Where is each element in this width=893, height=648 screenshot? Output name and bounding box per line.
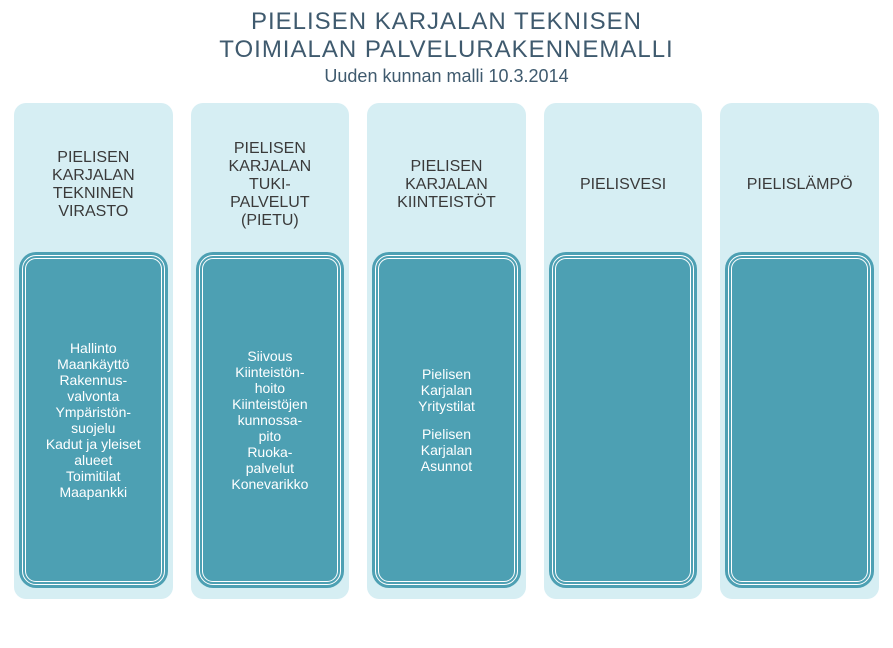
column-inner: Siivous Kiinteistön- hoito Kiinteistöjen… <box>199 255 342 585</box>
main-title: PIELISEN KARJALAN TEKNISEN TOIMIALAN PAL… <box>0 8 893 64</box>
columns-container: PIELISEN KARJALAN TEKNINEN VIRASTO Hallin… <box>0 91 893 617</box>
column-1: PIELISEN KARJALAN TUKI- PALVELUT (PIETU)… <box>191 103 350 599</box>
column-4: PIELISLÄMPÖ <box>720 103 879 599</box>
content-group: Hallinto Maankäyttö Rakennus- valvonta Y… <box>46 340 141 500</box>
subtitle: Uuden kunnan malli 10.3.2014 <box>0 66 893 87</box>
column-title: PIELISLÄMPÖ <box>747 115 853 255</box>
column-inner: Pielisen Karjalan Yritystilat Pielisen Ka… <box>375 255 518 585</box>
header: PIELISEN KARJALAN TEKNISEN TOIMIALAN PAL… <box>0 0 893 91</box>
title-line-2: TOIMIALAN PALVELURAKENNEMALLI <box>0 36 893 64</box>
content-group: Pielisen Karjalan Yritystilat <box>418 366 475 414</box>
column-inner: Hallinto Maankäyttö Rakennus- valvonta Y… <box>22 255 165 585</box>
content-group: Pielisen Karjalan Asunnot <box>421 426 472 474</box>
column-title: PIELISVESI <box>580 115 666 255</box>
column-inner <box>552 255 695 585</box>
column-title: PIELISEN KARJALAN TEKNINEN VIRASTO <box>52 115 135 255</box>
column-inner <box>728 255 871 585</box>
column-2: PIELISEN KARJALAN KIINTEISTÖTPielisen Ka… <box>367 103 526 599</box>
column-0: PIELISEN KARJALAN TEKNINEN VIRASTO Hallin… <box>14 103 173 599</box>
title-line-1: PIELISEN KARJALAN TEKNISEN <box>0 8 893 36</box>
column-title: PIELISEN KARJALAN KIINTEISTÖT <box>397 115 496 255</box>
content-group: Siivous Kiinteistön- hoito Kiinteistöjen… <box>231 348 308 492</box>
column-title: PIELISEN KARJALAN TUKI- PALVELUT (PIETU) <box>229 115 312 255</box>
column-3: PIELISVESI <box>544 103 703 599</box>
